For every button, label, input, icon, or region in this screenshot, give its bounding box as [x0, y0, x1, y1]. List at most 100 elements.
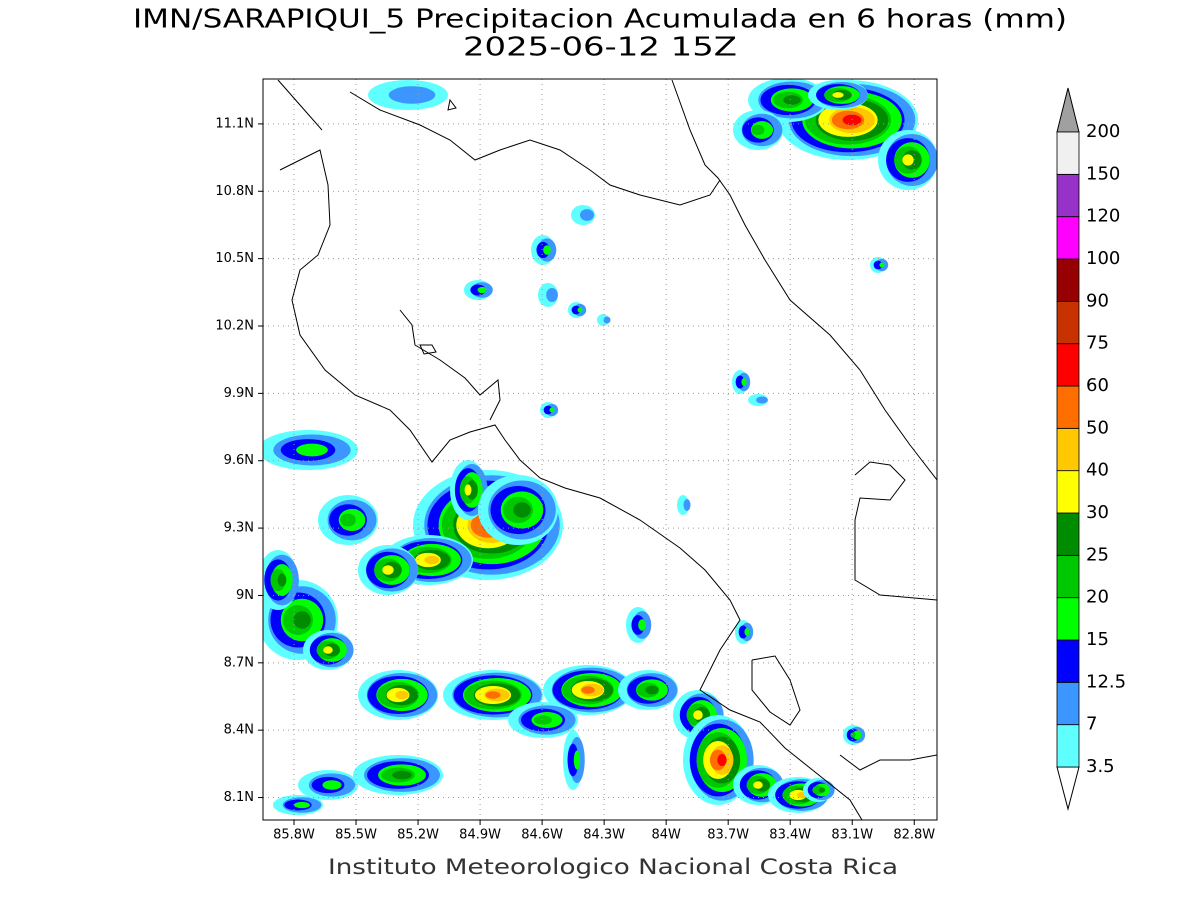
colorbar-label: 30 — [1086, 502, 1109, 523]
x-tick-label: 85.5W — [335, 828, 377, 843]
colorbar-box — [1056, 385, 1080, 429]
precip-contour — [693, 710, 703, 720]
y-tick-label: 9.3N — [224, 521, 254, 536]
precip-contour — [277, 573, 287, 587]
precip-contour — [645, 685, 659, 695]
precip-contour — [603, 316, 611, 324]
colorbar-box — [1056, 131, 1080, 175]
precip-contour — [741, 378, 747, 386]
colorbar: 3.5 7 12.5 15 20 25 30 40 50 60 75 90 100 120 150 200 — [1056, 87, 1126, 811]
colorbar-box — [1056, 173, 1080, 218]
colorbar-label: 90 — [1086, 290, 1109, 311]
precip-contour — [879, 262, 885, 268]
colorbar-box — [1056, 470, 1080, 514]
y-tick-label: 10.2N — [215, 319, 254, 334]
coastline — [419, 98, 457, 355]
y-tick-label: 10.8N — [215, 184, 254, 199]
colorbar-label: 3.5 — [1086, 756, 1115, 777]
precip-contour — [549, 407, 555, 413]
plot-frame — [262, 78, 938, 821]
colorbar-box — [1056, 597, 1080, 641]
precip-contour — [577, 307, 583, 313]
precip-contour — [571, 305, 581, 315]
precip-contour — [783, 95, 801, 105]
precip-contour — [340, 513, 356, 527]
precip-contour — [388, 86, 436, 104]
precip-contour — [818, 787, 826, 793]
colorbar-box — [1056, 216, 1080, 260]
precip-contour — [543, 405, 553, 415]
y-tick-label: 8.1N — [224, 790, 254, 805]
map-subtitle: 2025-06-12 15Z — [463, 33, 737, 63]
coastline — [399, 309, 501, 421]
colorbar-label: 100 — [1086, 248, 1120, 269]
precip-contour — [392, 770, 412, 780]
precip-contour — [735, 375, 745, 389]
precip-contour — [756, 396, 768, 404]
colorbar-under — [1056, 766, 1080, 811]
coastline — [277, 79, 721, 206]
precip-contour — [294, 801, 310, 809]
precip-contour — [852, 730, 862, 740]
precip-contour — [873, 260, 883, 270]
x-tick-label: 85.2W — [397, 828, 439, 843]
colorbar-label: 20 — [1086, 587, 1109, 608]
x-tick-label: 83.7W — [707, 828, 749, 843]
colorbar-label: 7 — [1086, 714, 1097, 735]
colorbar-box — [1056, 427, 1080, 472]
precip-contour — [464, 484, 472, 496]
colorbar-label: 200 — [1086, 121, 1120, 142]
y-tick-label: 9.6N — [224, 453, 254, 468]
y-tick-label: 8.7N — [224, 655, 254, 670]
x-tick-label: 84.3W — [583, 828, 625, 843]
coastline — [279, 149, 863, 820]
precip-contour — [638, 619, 646, 631]
precip-contour — [850, 732, 856, 738]
precip-contour — [543, 245, 551, 255]
x-tick-label: 83.1W — [831, 828, 873, 843]
precip-contour — [485, 691, 501, 699]
precip-contour — [477, 286, 487, 294]
precip-contour — [322, 780, 342, 790]
map-title: IMN/SARAPIQUI_5 Precipitacion Acumulada … — [133, 5, 1067, 35]
precip-contour — [581, 686, 595, 694]
y-tick-label: 9.9N — [224, 386, 254, 401]
x-tick-label: 82.8W — [893, 828, 935, 843]
colorbar-box — [1056, 681, 1080, 726]
coastline — [671, 79, 937, 481]
precip-contour — [744, 628, 750, 636]
colorbar-box — [1056, 343, 1080, 387]
footer: Instituto Meteorologico Nacional Costa R… — [328, 855, 898, 879]
precip-contour — [753, 781, 763, 789]
precip-contour — [293, 611, 311, 629]
coastlines — [277, 79, 937, 820]
precip-field — [263, 79, 937, 815]
colorbar-label: 120 — [1086, 206, 1120, 227]
x-tick-label: 84.6W — [521, 828, 563, 843]
colorbar-label: 60 — [1086, 375, 1109, 396]
colorbar-label: 40 — [1086, 460, 1109, 481]
colorbar-box — [1056, 258, 1080, 302]
colorbar-box — [1056, 512, 1080, 556]
precip-contour — [902, 154, 914, 166]
precip-contour — [580, 209, 594, 221]
x-tick-label: 85.8W — [273, 828, 315, 843]
colorbar-box — [1056, 724, 1080, 768]
x-tick-label: 83.4W — [769, 828, 811, 843]
colorbar-label: 150 — [1086, 163, 1120, 184]
precip-contour — [533, 715, 553, 725]
y-tick-label: 10.5N — [215, 251, 254, 266]
precip-contour — [395, 690, 409, 700]
colorbar-box — [1056, 300, 1080, 345]
x-tick-label: 84.9W — [459, 828, 501, 843]
precip-contour — [751, 124, 765, 136]
x-tick-label: 84W — [651, 828, 681, 843]
precip-contour — [832, 92, 844, 98]
colorbar-label: 50 — [1086, 417, 1109, 438]
colorbar-box — [1056, 639, 1080, 683]
colorbar-over — [1056, 87, 1080, 133]
grid: 85.8W 85.5W 85.2W 84.9W 84.6W 84.3W 84W 83.7W 83… — [215, 79, 937, 843]
colorbar-box — [1056, 554, 1080, 599]
y-tick-label: 9N — [236, 588, 254, 603]
